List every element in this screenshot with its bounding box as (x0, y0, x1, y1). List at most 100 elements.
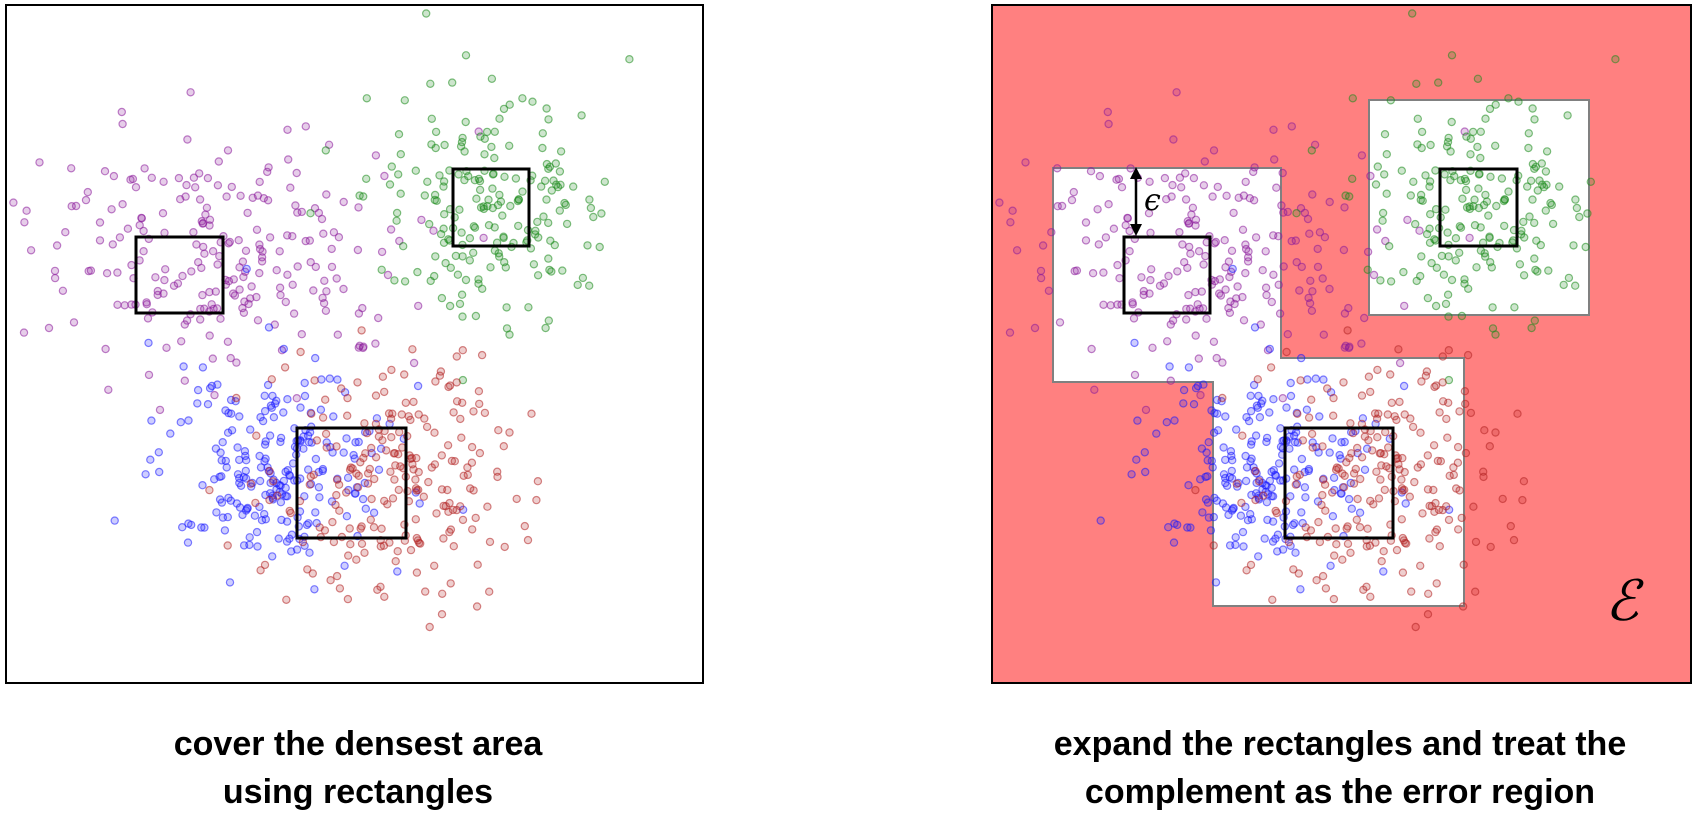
scatter-point-brown (362, 428, 372, 438)
scatter-point-brown (409, 397, 418, 407)
scatter-point-brown (1353, 494, 1362, 504)
scatter-point-brown (365, 464, 374, 474)
scatter-point-green (1378, 216, 1387, 225)
scatter-point-brown (361, 449, 370, 458)
scatter-point-green (478, 284, 487, 293)
scatter-point-green (479, 202, 488, 211)
scatter-point-blue (281, 491, 290, 501)
scatter-point-blue (311, 454, 321, 464)
scatter-point-brown (1369, 500, 1378, 509)
scatter-point-purple (1357, 339, 1366, 348)
scatter-point-purple (151, 273, 160, 282)
scatter-point-green (420, 191, 429, 200)
expanded-region-green (1368, 99, 1590, 316)
scatter-point-brown (1364, 372, 1374, 381)
scatter-point-purple (1305, 229, 1314, 238)
scatter-point-green (1476, 153, 1485, 163)
scatter-point-brown (251, 498, 260, 508)
scatter-point-purple (1168, 180, 1177, 190)
scatter-point-blue (1219, 443, 1228, 452)
scatter-point-blue (342, 434, 351, 443)
scatter-point-purple (417, 215, 426, 225)
scatter-point-green (1423, 293, 1433, 303)
scatter-point-green (1461, 185, 1471, 195)
scatter-point-green (1462, 132, 1471, 141)
scatter-point-purple (255, 177, 264, 187)
scatter-point-green (1528, 195, 1537, 204)
scatter-point-green (1547, 200, 1557, 210)
scatter-point-green (1399, 267, 1408, 277)
scatter-point-purple (1339, 245, 1349, 255)
scatter-point-purple (1115, 274, 1124, 283)
scatter-point-brown (332, 490, 341, 500)
scatter-point-brown (1291, 480, 1301, 489)
scatter-point-brown (1425, 534, 1434, 543)
scatter-point-brown (1218, 393, 1227, 403)
scatter-point-purple (1318, 274, 1327, 283)
scatter-point-purple (1304, 293, 1313, 303)
scatter-point-purple (429, 226, 438, 235)
scatter-point-brown (332, 442, 341, 451)
scatter-point-blue (221, 456, 230, 466)
scatter-point-brown (1329, 551, 1339, 560)
scatter-point-purple (1279, 262, 1288, 271)
scatter-point-brown (414, 410, 423, 419)
scatter-point-purple (1188, 203, 1198, 212)
scatter-point-purple (1103, 107, 1113, 117)
scatter-point-purple (1340, 309, 1350, 318)
scatter-point-blue (223, 512, 232, 522)
scatter-point-purple (1199, 181, 1209, 190)
scatter-point-green (1413, 140, 1422, 149)
scatter-point-green (1446, 147, 1455, 156)
scatter-point-green (394, 170, 403, 179)
scatter-point-blue (1260, 534, 1269, 543)
scatter-point-green (1575, 212, 1584, 222)
scatter-point-green (1530, 254, 1539, 263)
scatter-point-green (461, 117, 470, 127)
scatter-point-blue (217, 498, 227, 507)
scatter-point-green (561, 200, 571, 210)
scatter-point-green (551, 159, 561, 168)
scatter-point-brown (456, 502, 465, 511)
scatter-point-brown (383, 500, 392, 509)
scatter-point-brown (260, 560, 270, 570)
scatter-point-blue (1255, 413, 1265, 422)
scatter-point-green (1382, 149, 1392, 159)
scatter-point-blue (179, 362, 188, 371)
scatter-point-green (437, 293, 447, 303)
scatter-point-brown (223, 541, 232, 550)
scatter-point-green (448, 78, 457, 87)
scatter-point-purple (1121, 220, 1130, 230)
scatter-point-green (377, 265, 386, 274)
scatter-point-brown (348, 464, 357, 473)
scatter-point-brown (1509, 535, 1519, 545)
scatter-point-blue (1162, 418, 1172, 427)
scatter-point-brown (1455, 407, 1464, 416)
scatter-point-purple (320, 276, 329, 285)
scatter-point-purple (1210, 239, 1219, 248)
scatter-point-brown (388, 409, 397, 418)
scatter-point-brown (1296, 376, 1305, 385)
scatter-point-blue (354, 437, 363, 447)
scatter-point-purple (208, 246, 218, 256)
scatter-point-blue (1269, 395, 1278, 404)
scatter-point-blue (1221, 412, 1230, 421)
scatter-point-brown (1431, 381, 1441, 390)
scatter-point-green (471, 311, 481, 321)
scatter-point-brown (268, 477, 278, 486)
scatter-point-purple (292, 394, 301, 403)
scatter-point-blue (255, 476, 265, 486)
scatter-point-brown (1408, 422, 1418, 432)
scatter-point-purple (293, 208, 302, 217)
scatter-point-purple (374, 313, 383, 323)
scatter-point-brown (1379, 547, 1388, 556)
scatter-point-brown (1304, 413, 1314, 422)
scatter-point-purple (196, 304, 205, 314)
scatter-point-green (1379, 170, 1389, 179)
scatter-point-purple (1164, 271, 1173, 281)
scatter-point-green (500, 258, 509, 267)
scatter-point-green (426, 79, 435, 89)
scatter-point-blue (300, 378, 309, 388)
scatter-point-green (1472, 263, 1481, 272)
scatter-point-purple (69, 318, 79, 327)
